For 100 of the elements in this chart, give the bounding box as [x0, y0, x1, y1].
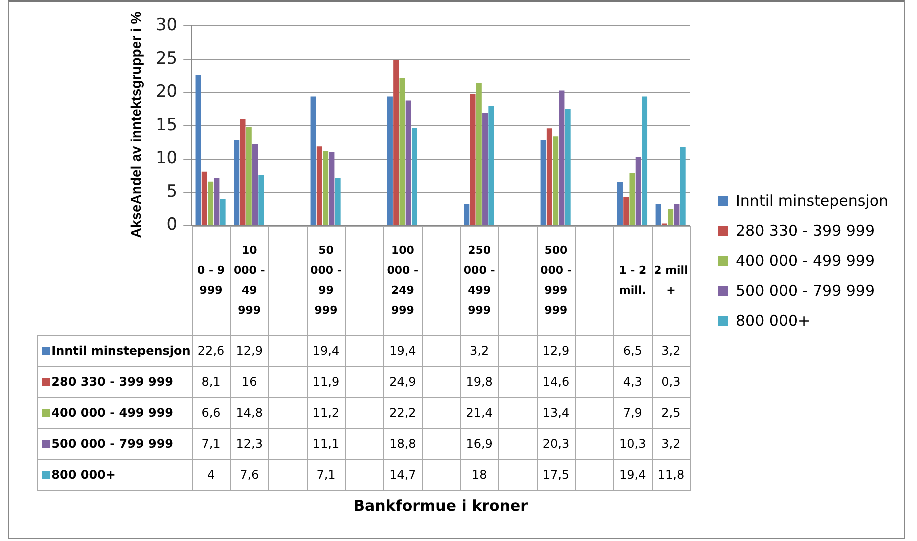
y-axis-title: AkseAndel av inntektsgrupper i %: [128, 12, 144, 238]
bar: [636, 157, 642, 226]
data-label: 3,2: [460, 335, 499, 366]
text: 500 000 - 799 999: [52, 436, 174, 451]
bar: [642, 96, 648, 226]
bar: [488, 106, 494, 226]
data-label: 8,1: [192, 366, 230, 398]
data-label: 13,4: [537, 397, 576, 428]
x-tick-label: 0 - 9 999: [192, 226, 230, 336]
data-label: 11,9: [307, 366, 346, 398]
bar: [464, 204, 470, 226]
bar: [196, 75, 202, 226]
bar: [546, 128, 552, 226]
bar: [246, 127, 252, 226]
data-label: 4,3: [614, 366, 652, 398]
x-tick-label: 2 mill +: [652, 226, 690, 336]
data-label: 10,3: [614, 428, 652, 460]
x-tick-label: 1 - 2 mill.: [614, 226, 652, 336]
bar: [240, 119, 246, 226]
bar: [630, 173, 636, 226]
bar: [214, 178, 220, 226]
bar: [234, 140, 240, 226]
data-label: 7,6: [230, 459, 269, 490]
data-label: 12,9: [230, 335, 269, 366]
text: Bankformue i kroner: [352, 496, 530, 515]
data-label: 14,6: [537, 366, 576, 398]
data-label: 7,1: [307, 459, 346, 490]
data-label: 16,9: [460, 428, 499, 460]
data-label: 4: [192, 459, 230, 490]
data-label: 21,4: [460, 397, 499, 428]
bar: [476, 83, 482, 226]
data-label: 18,8: [384, 428, 422, 460]
data-label: 19,4: [614, 459, 652, 490]
text: 400 000 - 499 999: [52, 406, 174, 420]
y-tick-label: 10: [156, 148, 178, 169]
data-label: 11,1: [307, 428, 346, 460]
data-label: 0,3: [652, 366, 690, 398]
data-label: 12,9: [537, 335, 576, 366]
bar: [674, 204, 680, 226]
bar: [394, 60, 400, 226]
bar: [387, 96, 393, 226]
x-tick-label: 10 000 - 49 999: [230, 226, 269, 336]
data-label: 19,4: [384, 335, 422, 366]
legend-label: 800 000+: [735, 312, 812, 330]
data-label: 19,8: [460, 366, 499, 398]
data-label: 6,5: [614, 335, 652, 366]
bar: [323, 151, 329, 226]
data-label: 20,3: [537, 428, 576, 460]
legend-label: 500 000 - 799 999: [735, 282, 876, 300]
x-tick-label: 50 000 - 99 999: [307, 226, 346, 336]
bar: [656, 204, 662, 226]
data-label: 3,2: [652, 335, 690, 366]
bar: [202, 172, 208, 226]
bar: [559, 90, 565, 226]
bar: [406, 100, 412, 226]
bar: [252, 144, 258, 226]
bar: [258, 175, 264, 226]
bar: [412, 128, 418, 226]
y-tick-label: 5: [166, 182, 178, 202]
text: Inntil minstepensjon: [52, 344, 191, 358]
bar: [316, 146, 322, 226]
bar: [668, 209, 674, 226]
y-tick-label: 30: [156, 16, 178, 36]
x-tick-label: 100 000 - 249 999: [384, 226, 422, 336]
x-tick-label: 500 000 - 999 999: [537, 226, 576, 336]
data-label: 14,7: [384, 459, 422, 490]
bar: [553, 136, 559, 226]
y-tick-label: 20: [156, 82, 178, 102]
x-tick-label: 250 000 - 499 999: [460, 226, 499, 336]
data-label: 19,4: [307, 335, 346, 366]
legend-label: 280 330 - 399 999: [735, 222, 876, 240]
bar: [470, 94, 476, 226]
data-label: 17,5: [537, 459, 576, 490]
data-label: 16: [230, 366, 269, 398]
data-label: 18: [460, 459, 499, 490]
bar: [565, 109, 571, 226]
bar: [482, 113, 488, 226]
bar: [540, 140, 546, 226]
bar: [310, 96, 316, 226]
data-label: 22,6: [192, 335, 230, 366]
bar: [220, 199, 226, 226]
data-label: 11,8: [652, 459, 690, 490]
data-label: 7,9: [614, 397, 652, 428]
data-label: 24,9: [384, 366, 422, 398]
bar: [680, 147, 686, 226]
bar: [208, 182, 214, 226]
data-label: 14,8: [230, 397, 269, 428]
bar: [624, 197, 630, 226]
y-tick-label: 15: [156, 115, 178, 136]
data-label: 7,1: [192, 428, 230, 460]
bar: [335, 178, 341, 226]
bar: [400, 78, 406, 226]
legend-label: 400 000 - 499 999: [735, 252, 876, 270]
legend-label: Inntil minstepensjon: [735, 192, 889, 210]
text: 280 330 - 399 999: [52, 374, 174, 389]
data-label: 3,2: [652, 428, 690, 460]
y-tick-label: 0: [166, 215, 178, 236]
data-label: 11,2: [307, 397, 346, 428]
data-label: 6,6: [192, 397, 230, 428]
bar: [329, 152, 335, 226]
